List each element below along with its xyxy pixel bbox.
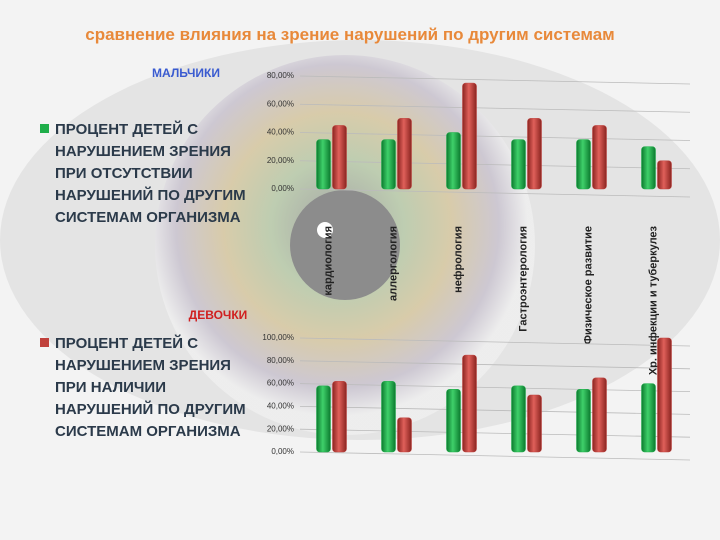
x-tick-label: кардиология bbox=[322, 226, 334, 296]
bar bbox=[657, 337, 672, 453]
y-tick-label: 0,00% bbox=[271, 184, 294, 193]
y-tick-label: 40,00% bbox=[267, 128, 294, 137]
bar bbox=[511, 385, 526, 453]
grid-line bbox=[299, 132, 691, 141]
legend-swatch bbox=[40, 124, 49, 133]
bar bbox=[576, 139, 591, 190]
bar bbox=[332, 381, 347, 453]
bar bbox=[316, 139, 331, 190]
pupil bbox=[290, 190, 400, 300]
x-tick-label: Гастроэнтерология bbox=[517, 226, 529, 332]
grid-line bbox=[299, 160, 691, 170]
bar bbox=[592, 125, 607, 190]
grid-line bbox=[299, 103, 691, 113]
grid-line bbox=[299, 360, 691, 370]
bar bbox=[641, 146, 656, 190]
grid-line bbox=[299, 406, 691, 415]
bar bbox=[576, 389, 591, 453]
x-tick-label: аллергология bbox=[387, 226, 399, 301]
y-tick-label: 80,00% bbox=[267, 356, 294, 365]
grid-line bbox=[299, 383, 691, 392]
y-tick-label: 60,00% bbox=[267, 99, 294, 108]
chart-title: МАЛЬЧИКИ bbox=[152, 66, 220, 80]
grid-line bbox=[299, 428, 691, 438]
slide-title: сравнение влияния на зрение нарушений по… bbox=[85, 25, 615, 44]
grid-line bbox=[299, 75, 691, 85]
chart-title: ДЕВОЧКИ bbox=[189, 308, 248, 322]
y-tick-label: 20,00% bbox=[267, 156, 294, 165]
y-tick-label: 80,00% bbox=[267, 71, 294, 80]
legend-label: ПРОЦЕНТ ДЕТЕЙ С НАРУШЕНИЕМ ЗРЕНИЯ ПРИ ОТСУ… bbox=[55, 120, 246, 226]
x-tick-label: нефрология bbox=[452, 226, 464, 293]
bar bbox=[462, 82, 477, 190]
bar bbox=[316, 385, 331, 453]
grid-line bbox=[299, 451, 691, 461]
bar bbox=[511, 139, 526, 190]
bar bbox=[397, 118, 412, 190]
x-tick-label: Хр. инфекции и туберкулез bbox=[647, 225, 659, 375]
bar bbox=[657, 160, 672, 190]
bar bbox=[527, 394, 542, 453]
y-tick-label: 0,00% bbox=[271, 447, 294, 456]
bar bbox=[641, 383, 656, 453]
bar bbox=[592, 377, 607, 453]
bar bbox=[332, 125, 347, 190]
y-tick-label: 20,00% bbox=[267, 424, 294, 433]
x-tick-label: Физическое развитие bbox=[582, 226, 594, 344]
legend-swatch bbox=[40, 338, 49, 347]
bar bbox=[397, 417, 412, 453]
y-tick-label: 100,00% bbox=[262, 333, 294, 342]
y-tick-label: 60,00% bbox=[267, 379, 294, 388]
bar bbox=[381, 139, 396, 190]
bar bbox=[381, 381, 396, 453]
grid-line bbox=[299, 337, 691, 347]
y-tick-label: 40,00% bbox=[267, 402, 294, 411]
grid-line bbox=[299, 188, 691, 198]
legend-label: ПРОЦЕНТ ДЕТЕЙ С НАРУШЕНИЕМ ЗРЕНИЯ ПРИ НАЛИ… bbox=[55, 334, 246, 440]
bar bbox=[446, 389, 461, 453]
bar bbox=[446, 132, 461, 190]
bar bbox=[527, 118, 542, 190]
highlight bbox=[317, 222, 333, 238]
bar bbox=[462, 354, 477, 453]
